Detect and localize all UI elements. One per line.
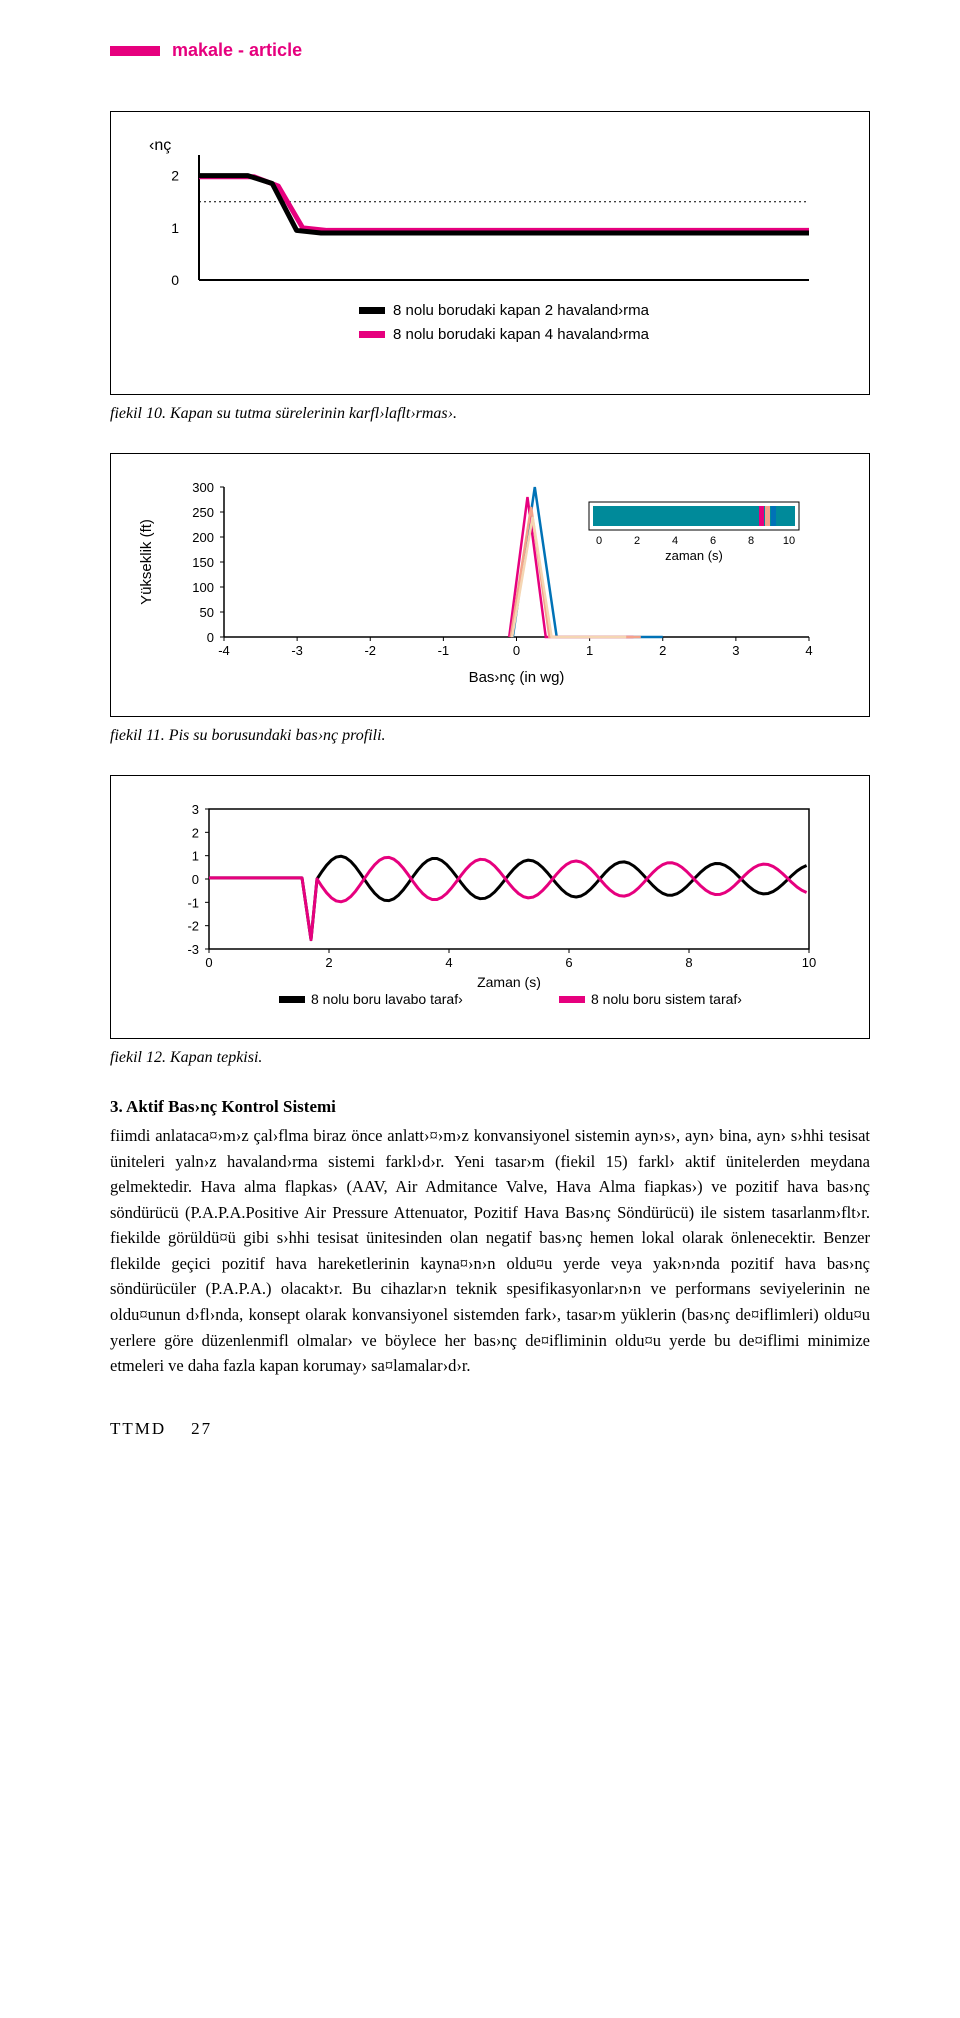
svg-text:3: 3	[732, 643, 739, 658]
figure-11-caption: fiekil 11. Pis su borusundaki bas›nç pro…	[110, 727, 870, 745]
svg-text:4: 4	[805, 643, 812, 658]
figure-10: ‹nç 0 1 2 8 nolu borudaki kapan 2 havaland›r…	[110, 111, 870, 395]
svg-text:-1: -1	[187, 895, 199, 910]
svg-text:-2: -2	[364, 643, 376, 658]
svg-text:0: 0	[207, 630, 214, 645]
figure-11: Yükseklik (ft)050100150200250300-4-3-2-1…	[110, 453, 870, 717]
svg-text:150: 150	[192, 555, 214, 570]
footer-journal: TTMD	[110, 1419, 166, 1438]
svg-text:1: 1	[192, 849, 199, 864]
svg-text:250: 250	[192, 505, 214, 520]
svg-text:8 nolu borudaki kapan 2 havala: 8 nolu borudaki kapan 2 havaland›rma	[393, 302, 650, 319]
svg-text:6: 6	[565, 955, 572, 970]
svg-text:-3: -3	[291, 643, 303, 658]
svg-text:2: 2	[634, 535, 640, 547]
svg-text:300: 300	[192, 480, 214, 495]
svg-text:10: 10	[802, 955, 816, 970]
svg-text:6: 6	[710, 535, 716, 547]
svg-text:0: 0	[513, 643, 520, 658]
svg-text:8 nolu boru lavabo taraf›: 8 nolu boru lavabo taraf›	[311, 991, 463, 1007]
svg-text:Yükseklik (ft): Yükseklik (ft)	[138, 519, 155, 605]
svg-text:100: 100	[192, 580, 214, 595]
svg-text:1: 1	[171, 220, 179, 236]
svg-text:2: 2	[192, 825, 199, 840]
svg-text:-4: -4	[218, 643, 230, 658]
svg-text:8: 8	[685, 955, 692, 970]
svg-text:4: 4	[445, 955, 452, 970]
svg-text:zaman (s): zaman (s)	[665, 548, 723, 563]
svg-text:200: 200	[192, 530, 214, 545]
svg-text:‹nç: ‹nç	[149, 137, 171, 154]
article-header: makale - article	[110, 40, 870, 61]
svg-text:-2: -2	[187, 919, 199, 934]
header-accent	[110, 46, 160, 56]
svg-text:8: 8	[748, 535, 754, 547]
svg-text:10: 10	[783, 535, 795, 547]
svg-text:2: 2	[659, 643, 666, 658]
svg-text:4: 4	[672, 535, 678, 547]
svg-text:0: 0	[205, 955, 212, 970]
section-heading: 3. Aktif Bas›nç Kontrol Sistemi	[110, 1097, 870, 1117]
figure-12-chart: -3 -2 -1 0 1 2 3 0 2 4 6 8 10 Zaman (s) 8 nolu boru la…	[129, 794, 829, 1024]
svg-text:8 nolu boru sistem taraf›: 8 nolu boru sistem taraf›	[591, 991, 742, 1007]
svg-text:0: 0	[596, 535, 602, 547]
header-label: makale - article	[172, 40, 302, 61]
section-body: fiimdi anlataca¤›m›z çal›flma biraz önce…	[110, 1123, 870, 1379]
svg-text:8 nolu borudaki kapan 4 havala: 8 nolu borudaki kapan 4 havaland›rma	[393, 326, 650, 343]
svg-text:0: 0	[171, 272, 179, 288]
svg-text:-3: -3	[187, 942, 199, 957]
svg-text:-1: -1	[438, 643, 450, 658]
figure-10-caption: fiekil 10. Kapan su tutma sürelerinin ka…	[110, 405, 870, 423]
svg-text:Bas›nç (in wg): Bas›nç (in wg)	[469, 669, 565, 686]
svg-text:2: 2	[325, 955, 332, 970]
svg-text:3: 3	[192, 802, 199, 817]
svg-text:0: 0	[192, 872, 199, 887]
figure-10-chart: ‹nç 0 1 2 8 nolu borudaki kapan 2 havaland›r…	[129, 130, 829, 380]
svg-text:50: 50	[200, 605, 214, 620]
svg-text:Zaman (s): Zaman (s)	[477, 974, 541, 990]
footer-pagenum: 27	[191, 1419, 212, 1438]
figure-12: -3 -2 -1 0 1 2 3 0 2 4 6 8 10 Zaman (s) 8 nolu boru la…	[110, 775, 870, 1039]
svg-text:1: 1	[586, 643, 593, 658]
page-footer: TTMD 27	[110, 1419, 870, 1439]
svg-text:2: 2	[171, 168, 179, 184]
figure-11-chart: Yükseklik (ft)050100150200250300-4-3-2-1…	[129, 472, 829, 702]
figure-12-caption: fiekil 12. Kapan tepkisi.	[110, 1049, 870, 1067]
